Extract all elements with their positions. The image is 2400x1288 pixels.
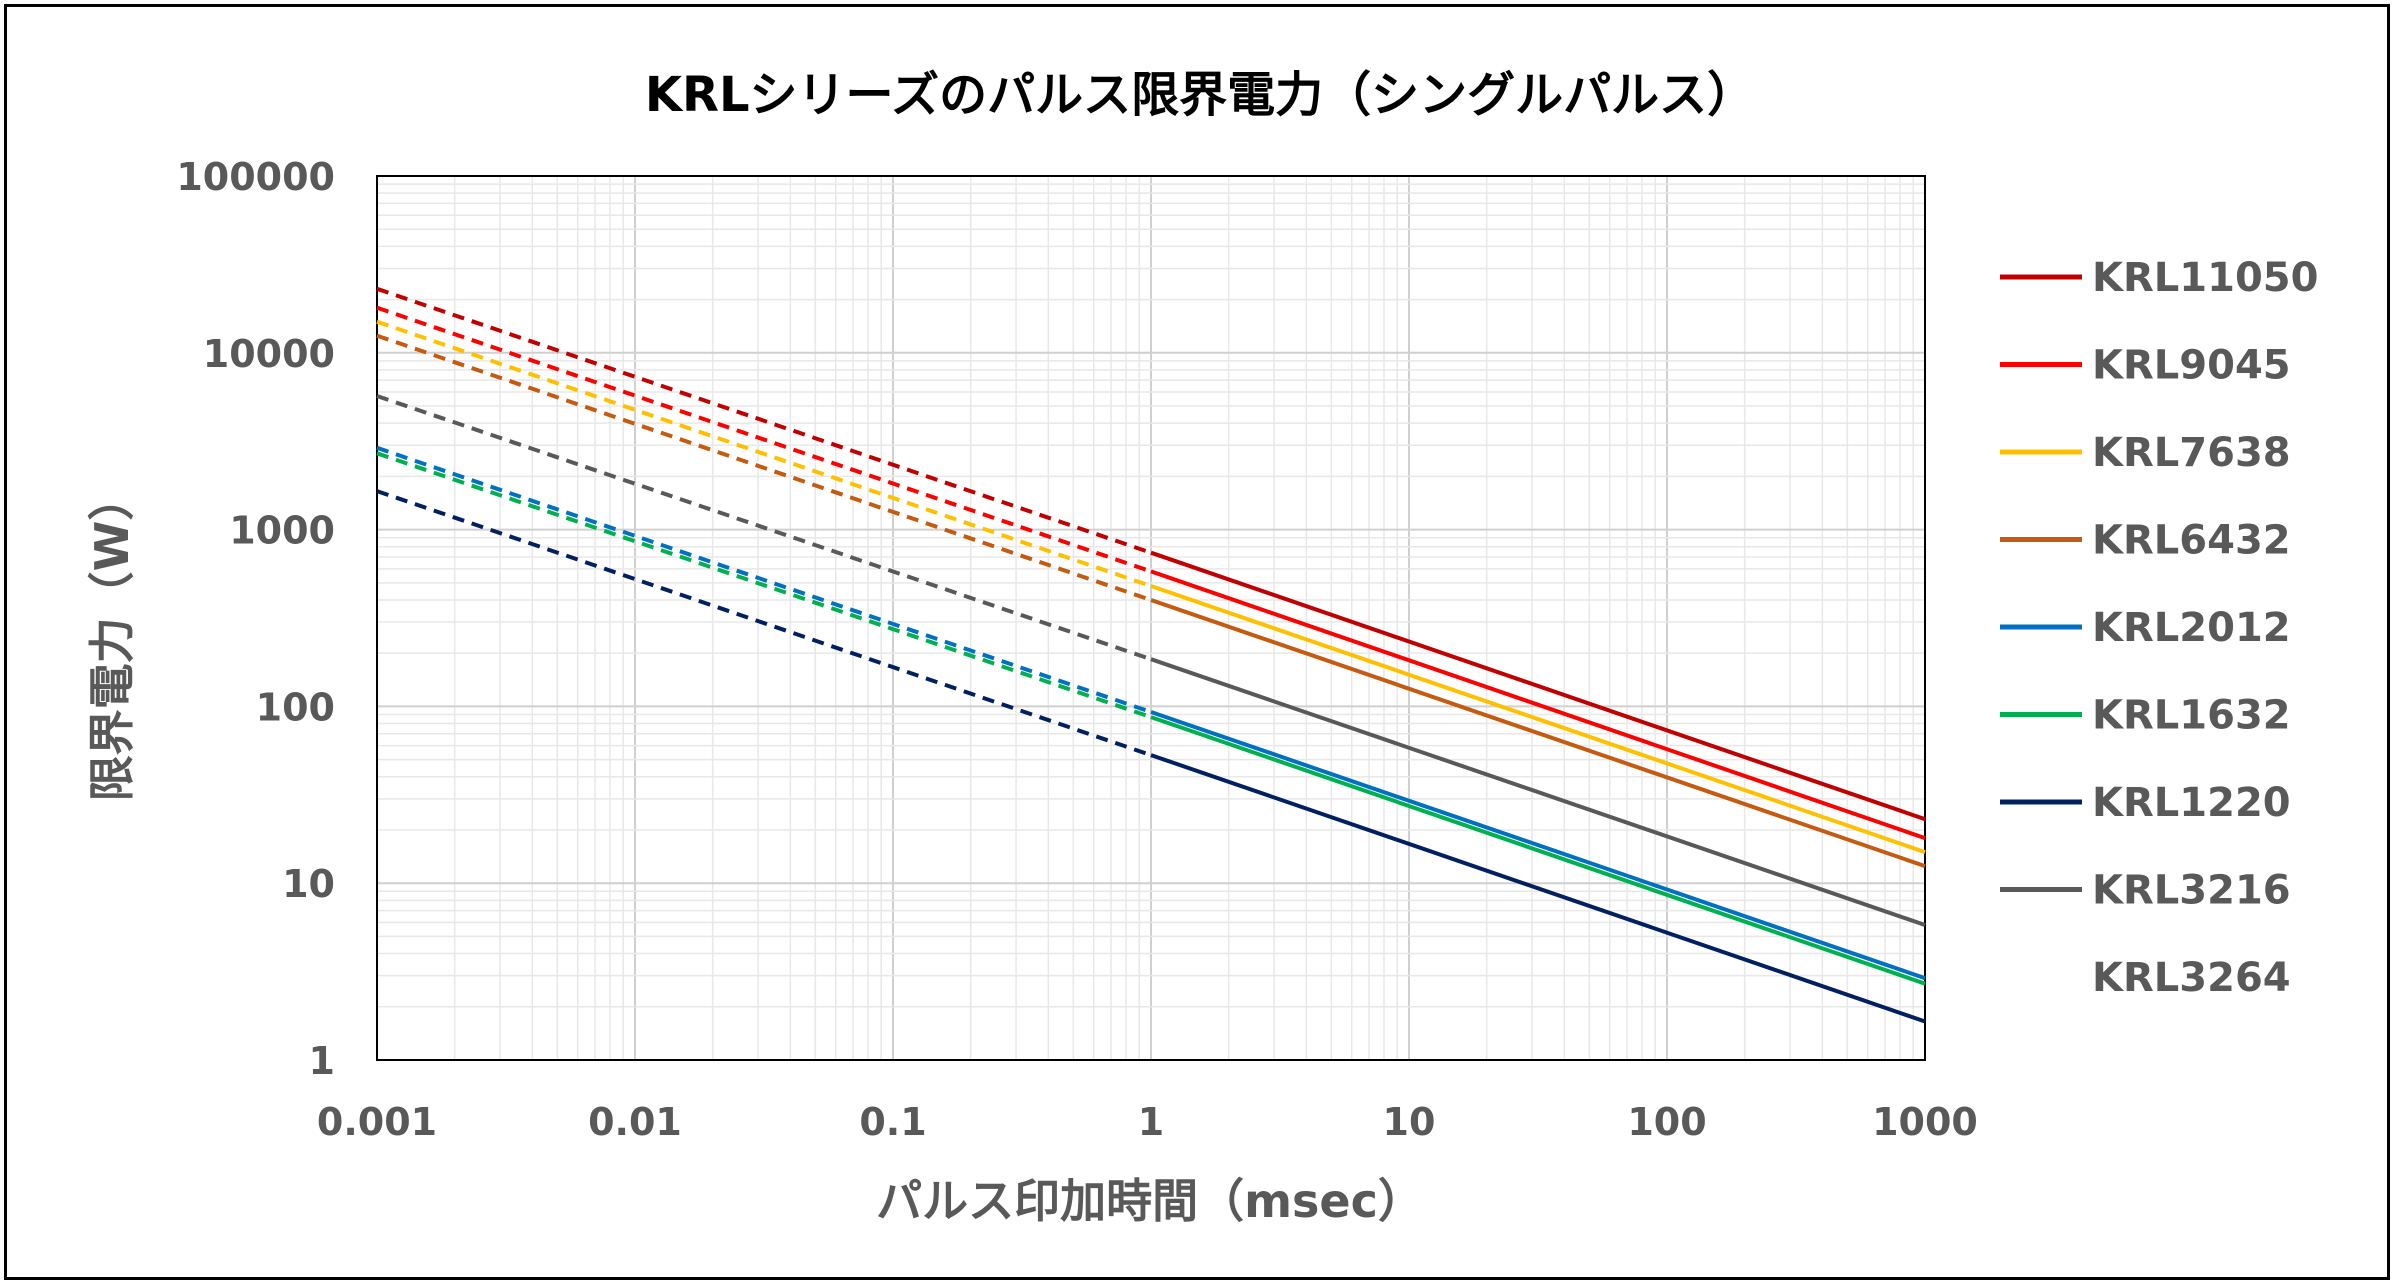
y-tick-label: 100000 (176, 155, 335, 199)
series-KRL1220 (376, 489, 1926, 1024)
x-tick-label: 100 (1627, 1100, 1706, 1144)
y-tick-label: 1000 (229, 509, 335, 553)
x-tick-label: 1000 (1872, 1100, 1978, 1144)
plot-area (376, 175, 1926, 1061)
chart-frame (4, 4, 2390, 1280)
series-KRL6432 (376, 333, 1926, 868)
x-tick-label: 10 (1383, 1100, 1436, 1144)
series-line-dashed (376, 451, 1152, 719)
legend-item: KRL1220 (2000, 780, 2291, 826)
series-line-solid (1150, 584, 1926, 854)
series-KRL1632 (376, 451, 1926, 986)
legend: KRL11050 KRL9045 KRL7638 KRL6432 KRL2012 KRL1… (2000, 255, 2318, 1001)
series-KRL7638 (376, 319, 1926, 854)
chart-title: KRLシリーズのパルス限界電力（シングルパルス） (645, 67, 1755, 123)
series-line-dashed (376, 445, 1152, 714)
series-line-solid (1150, 715, 1926, 986)
series-layer (376, 286, 1926, 1024)
legend-label: KRL11050 (2092, 255, 2318, 301)
series-KRL2012 (376, 445, 1926, 981)
y-tick-label: 10000 (203, 332, 335, 376)
series-KRL3216 (376, 394, 1926, 927)
series-KRL11050 (376, 286, 1926, 822)
series-line-solid (1150, 657, 1926, 927)
series-line-solid (1150, 598, 1926, 868)
legend-label: KRL3264 (2092, 955, 2291, 1001)
legend-item: KRL3216 (2000, 868, 2291, 914)
x-axis-ticks: 0.001 0.01 0.1 1 10 100 1000 (317, 1100, 1978, 1144)
legend-label: KRL7638 (2092, 430, 2291, 476)
legend-item: KRL7638 (2000, 430, 2291, 476)
series-KRL9045 (376, 305, 1926, 840)
legend-label: KRL1220 (2092, 780, 2291, 826)
grid (376, 176, 1925, 1061)
series-line-solid (1150, 550, 1926, 822)
x-tick-label: 0.001 (317, 1100, 437, 1144)
series-line-solid (1150, 569, 1926, 840)
legend-label: KRL1632 (2092, 693, 2291, 739)
legend-item: KRL9045 (2000, 343, 2291, 389)
series-line-dashed (376, 333, 1152, 602)
series-line-dashed (376, 286, 1152, 555)
series-line-solid (1150, 753, 1926, 1024)
legend-item: KRL1632 (2000, 693, 2291, 739)
series-line-solid (1150, 710, 1926, 981)
legend-label: KRL3216 (2092, 868, 2291, 914)
x-tick-label: 0.1 (859, 1100, 926, 1144)
legend-item: KRL6432 (2000, 518, 2291, 564)
series-line-dashed (376, 489, 1152, 757)
x-axis-label: パルス印加時間（msec） (876, 1174, 1424, 1228)
series-line-dashed (376, 319, 1152, 588)
y-tick-label: 100 (256, 685, 335, 729)
x-tick-label: 1 (1138, 1100, 1164, 1144)
y-tick-label: 1 (309, 1039, 335, 1083)
legend-label: KRL2012 (2092, 605, 2291, 651)
x-tick-label: 0.01 (588, 1100, 682, 1144)
legend-label: KRL9045 (2092, 343, 2291, 389)
legend-item: KRL2012 (2000, 605, 2291, 651)
legend-label: KRL6432 (2092, 518, 2291, 564)
legend-item: KRL11050 (2000, 255, 2318, 301)
y-axis-ticks: 1 10 100 1000 10000 100000 (176, 155, 335, 1083)
series-line-dashed (376, 394, 1152, 662)
y-tick-label: 10 (282, 862, 335, 906)
legend-item: KRL3264 (2092, 955, 2291, 1001)
series-line-dashed (376, 305, 1152, 574)
y-axis-label: 限界電力（W） (85, 475, 139, 802)
